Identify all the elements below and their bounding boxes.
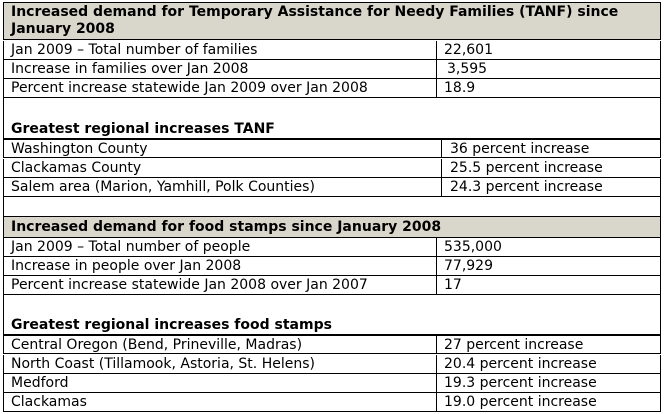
table-row: Clackamas 19.0 percent increase <box>3 393 661 412</box>
table-row: Increase in people over Jan 2008 77,929 <box>3 257 661 276</box>
table-row: Jan 2009 – Total number of families 22,6… <box>3 41 661 60</box>
table-row: Clackamas County 25.5 percent increase <box>3 159 661 178</box>
row-value: 18.9 <box>444 80 476 96</box>
row-value: 25.5 percent increase <box>450 160 603 176</box>
food-regional-header: Greatest regional increases food stamps <box>3 316 661 335</box>
table-row: Increase in families over Jan 2008 3,595 <box>3 60 661 79</box>
column-divider <box>441 140 442 157</box>
row-value: 19.3 percent increase <box>444 375 597 391</box>
table-row: Percent increase statewide Jan 2008 over… <box>3 276 661 295</box>
row-value: 20.4 percent increase <box>444 356 597 372</box>
row-value: 27 percent increase <box>444 337 584 353</box>
tanf-regional-header: Greatest regional increases TANF <box>3 120 661 139</box>
spacer-row <box>3 197 661 216</box>
column-divider <box>436 257 437 275</box>
row-value: 77,929 <box>444 258 493 274</box>
table-row: Washington County 36 percent increase <box>3 139 661 158</box>
tanf-section-header: Increased demand for Temporary Assistanc… <box>3 2 661 40</box>
food-regional-title: Greatest regional increases food stamps <box>11 317 332 333</box>
column-divider <box>441 159 442 177</box>
row-value: 22,601 <box>444 42 493 58</box>
column-divider <box>436 374 437 392</box>
spacer-row <box>3 98 661 120</box>
table-row: Central Oregon (Bend, Prineville, Madras… <box>3 335 661 354</box>
row-label: Jan 2009 – Total number of people <box>11 239 251 255</box>
table-row: Jan 2009 – Total number of people 535,00… <box>3 238 661 257</box>
food-section-header: Increased demand for food stamps since J… <box>3 216 661 238</box>
column-divider <box>436 41 437 59</box>
row-label: Medford <box>11 375 69 391</box>
tanf-section-title: Increased demand for Temporary Assistanc… <box>11 4 619 37</box>
row-label: Percent increase statewide Jan 2009 over… <box>11 80 368 96</box>
row-value: 17 <box>444 277 462 293</box>
food-section-title: Increased demand for food stamps since J… <box>11 219 442 235</box>
row-label: Washington County <box>11 141 148 157</box>
table-row: Percent increase statewide Jan 2009 over… <box>3 79 661 98</box>
column-divider <box>436 60 437 78</box>
row-value: 36 percent increase <box>450 141 590 157</box>
table-row: Medford 19.3 percent increase <box>3 374 661 393</box>
column-divider <box>436 355 437 373</box>
table-row: Salem area (Marion, Yamhill, Polk Counti… <box>3 178 661 197</box>
column-divider <box>436 238 437 256</box>
row-label: North Coast (Tillamook, Astoria, St. Hel… <box>11 356 315 372</box>
row-value: 19.0 percent increase <box>444 394 597 410</box>
table-row: North Coast (Tillamook, Astoria, St. Hel… <box>3 355 661 374</box>
column-divider <box>441 178 442 196</box>
row-label: Increase in families over Jan 2008 <box>11 61 249 77</box>
column-divider <box>436 79 437 97</box>
spacer-row <box>3 295 661 316</box>
row-label: Jan 2009 – Total number of families <box>11 42 258 58</box>
row-label: Clackamas County <box>11 160 142 176</box>
tanf-regional-title: Greatest regional increases TANF <box>11 121 275 137</box>
row-value: 3,595 <box>447 61 488 77</box>
row-value: 535,000 <box>444 239 502 255</box>
column-divider <box>436 393 437 411</box>
row-value: 24.3 percent increase <box>450 179 603 195</box>
row-label: Salem area (Marion, Yamhill, Polk Counti… <box>11 179 315 195</box>
row-label: Percent increase statewide Jan 2008 over… <box>11 277 368 293</box>
column-divider <box>436 336 437 353</box>
row-label: Central Oregon (Bend, Prineville, Madras… <box>11 337 303 353</box>
row-label: Clackamas <box>11 394 87 410</box>
column-divider <box>436 276 437 294</box>
row-label: Increase in people over Jan 2008 <box>11 258 242 274</box>
